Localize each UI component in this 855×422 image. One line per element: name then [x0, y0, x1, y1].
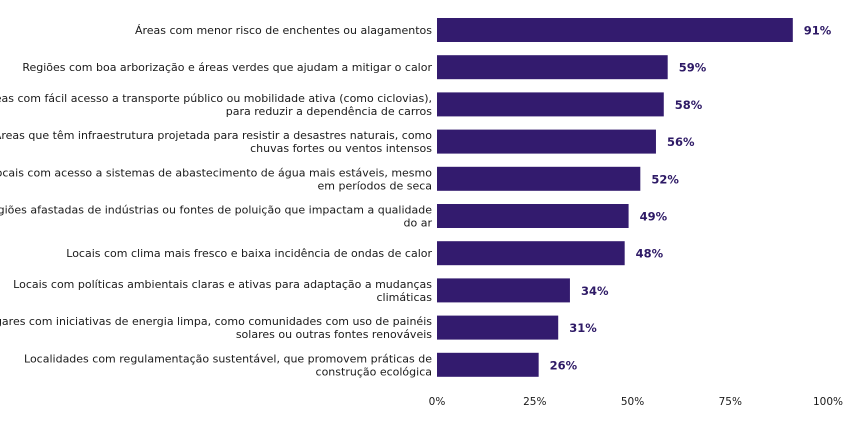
category-label: Regiões com boa arborização e áreas verd… [22, 61, 432, 74]
category-label: Locais com clima mais fresco e baixa inc… [66, 247, 432, 260]
category-label: Áreas com fácil acesso a transporte públ… [0, 92, 432, 118]
x-tick-label: 100% [813, 396, 843, 408]
bar [437, 92, 664, 117]
bar [437, 315, 559, 340]
category-label-line: climáticas [376, 291, 432, 304]
category-label-line: Áreas que têm infraestrutura projetada p… [0, 129, 432, 142]
x-tick-label: 50% [621, 396, 644, 408]
category-label-line: Lugares com iniciativas de energia limpa… [0, 315, 432, 328]
value-label: 56% [667, 135, 695, 149]
category-label-line: Regiões afastadas de indústrias ou fonte… [0, 204, 432, 217]
value-label: 48% [636, 247, 664, 261]
x-tick-label: 25% [523, 396, 546, 408]
category-label: Locais com políticas ambientais claras e… [13, 278, 432, 304]
category-label-line: Regiões com boa arborização e áreas verd… [22, 61, 432, 74]
category-label-line: do ar [404, 217, 433, 230]
bar [437, 129, 656, 154]
category-label-line: construção ecológica [316, 365, 432, 378]
value-label: 49% [640, 210, 668, 224]
category-label-line: Áreas com menor risco de enchentes ou al… [135, 24, 432, 37]
bar [437, 278, 570, 303]
x-tick-label: 0% [429, 396, 446, 408]
category-label-line: Áreas com fácil acesso a transporte públ… [0, 92, 432, 105]
category-label-line: Localidades com regulamentação sustentáv… [24, 352, 432, 365]
bar [437, 241, 625, 266]
bar [437, 204, 629, 228]
category-label-line: chuvas fortes ou ventos intensos [250, 142, 432, 155]
category-label-line: Locais com clima mais fresco e baixa inc… [66, 247, 432, 260]
category-label: Áreas que têm infraestrutura projetada p… [0, 129, 432, 155]
category-label-line: Locais com acesso a sistemas de abasteci… [0, 166, 432, 179]
category-label: Locais com acesso a sistemas de abasteci… [0, 166, 432, 192]
value-label: 91% [804, 24, 832, 38]
value-label: 52% [651, 172, 679, 186]
category-label: Lugares com iniciativas de energia limpa… [0, 315, 432, 341]
x-tick-label: 75% [719, 396, 742, 408]
bar [437, 55, 668, 80]
category-label-line: em períodos de seca [317, 179, 432, 192]
value-label: 26% [550, 358, 578, 372]
category-label-line: Locais com políticas ambientais claras e… [13, 278, 432, 291]
value-label: 34% [581, 284, 609, 298]
bar [437, 352, 539, 377]
value-label: 58% [675, 98, 703, 112]
bar [437, 18, 793, 42]
value-label: 59% [679, 61, 707, 75]
value-label: 31% [569, 321, 597, 335]
category-label: Regiões afastadas de indústrias ou fonte… [0, 204, 432, 230]
category-label: Localidades com regulamentação sustentáv… [24, 352, 432, 378]
category-label: Áreas com menor risco de enchentes ou al… [135, 24, 432, 37]
bar [437, 166, 641, 191]
category-label-line: para reduzir a dependência de carros [226, 105, 432, 118]
category-label-line: solares ou outras fontes renováveis [236, 328, 432, 341]
